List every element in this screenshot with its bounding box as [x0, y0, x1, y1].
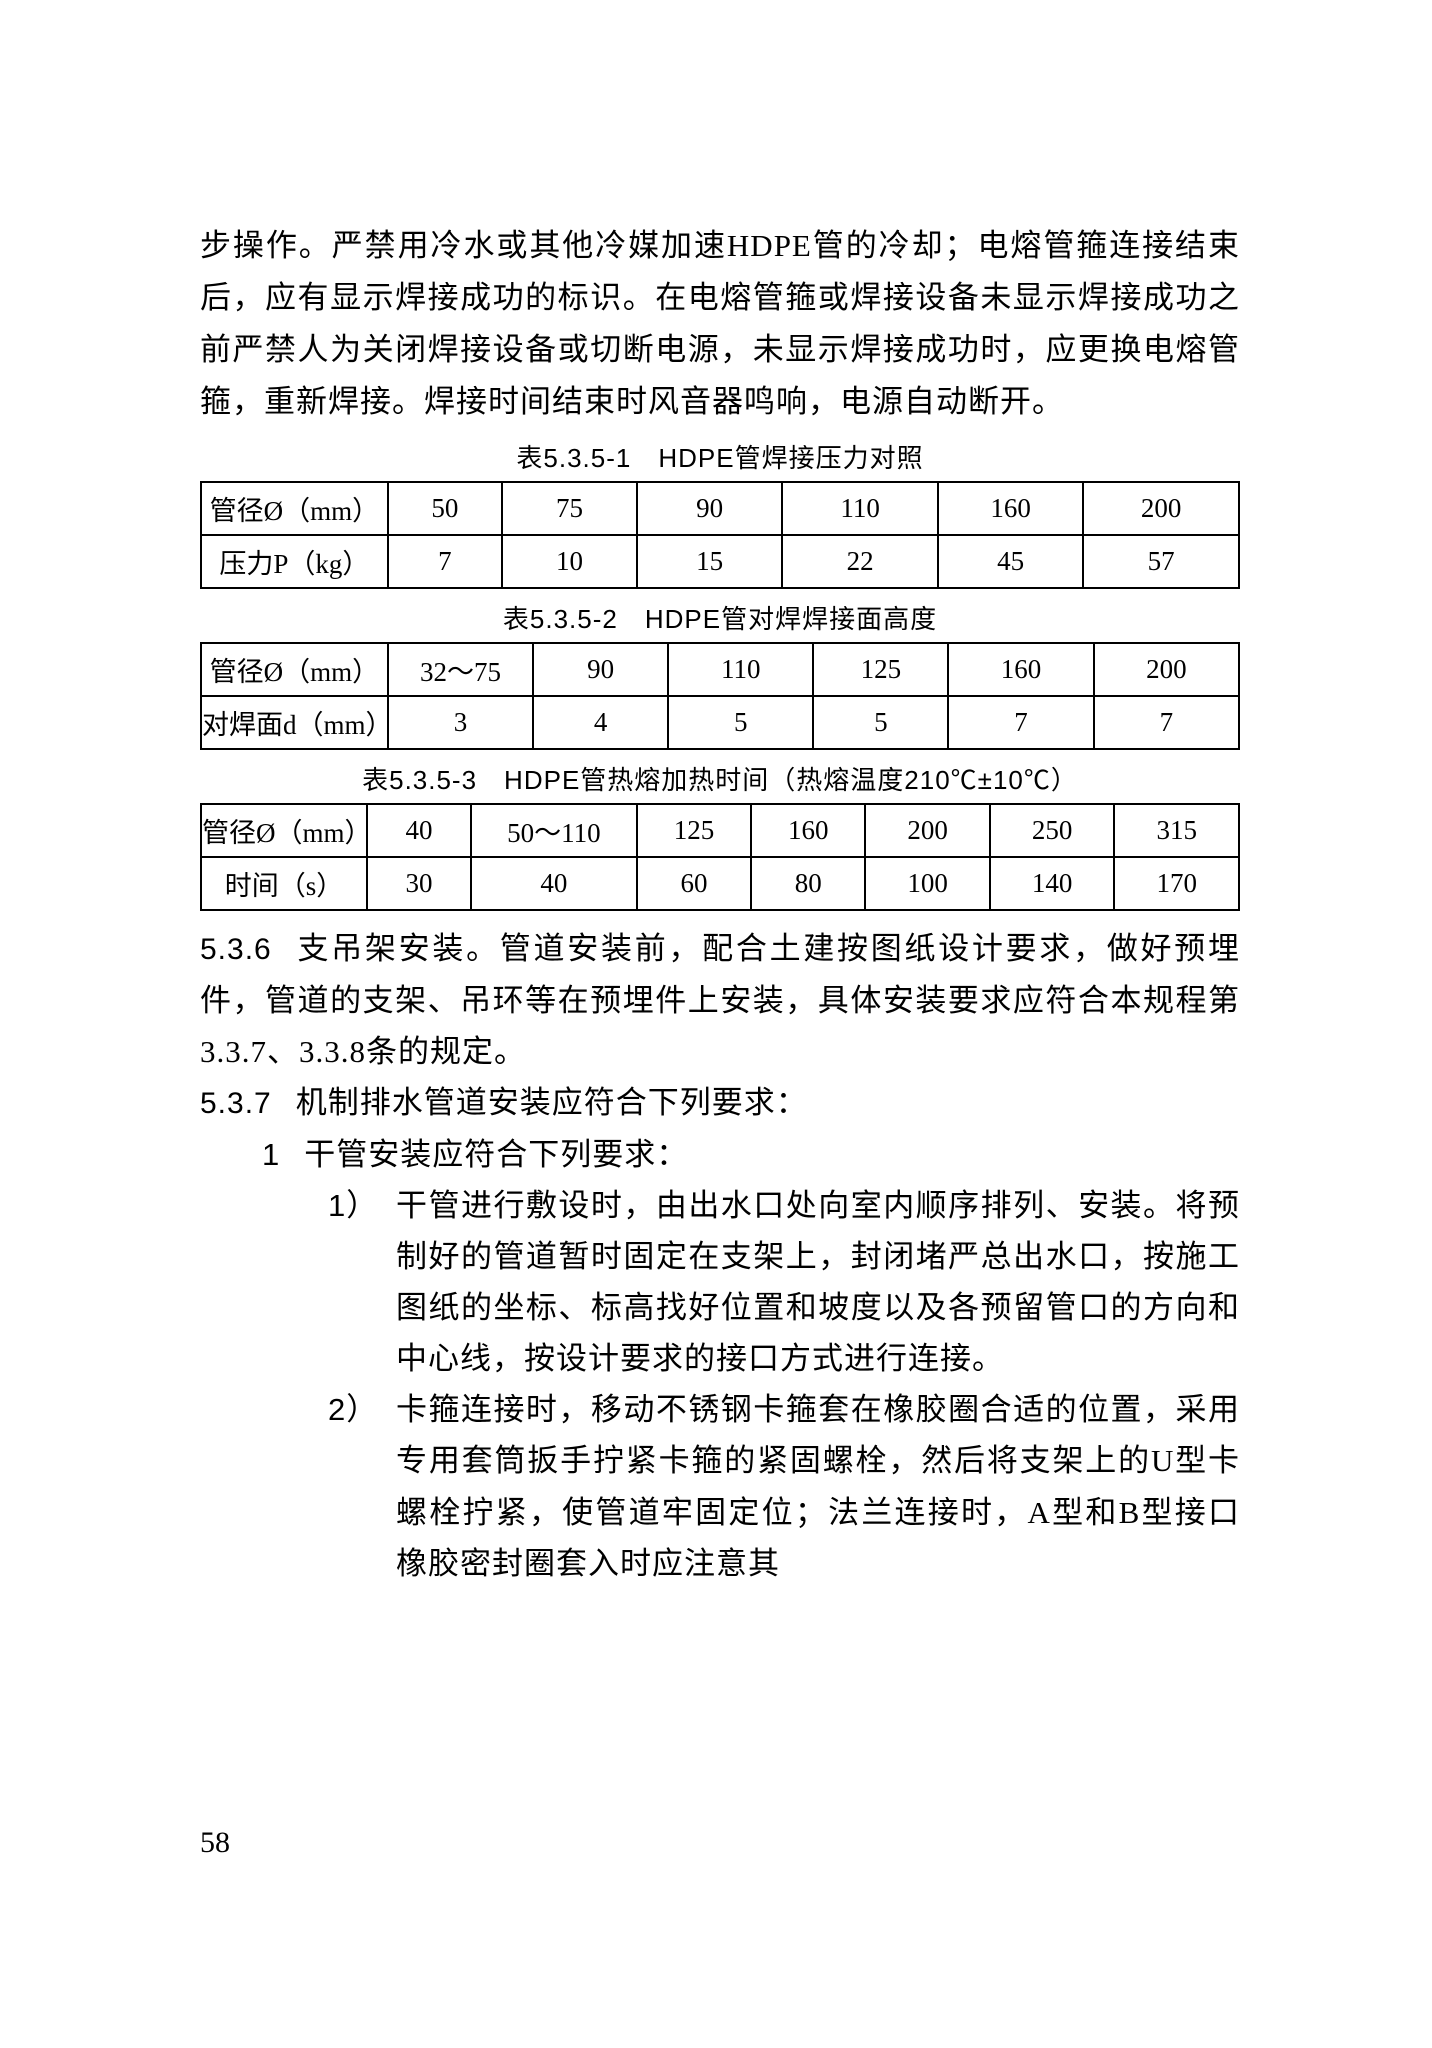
table-cell: 160	[751, 804, 865, 857]
list-item-1: 1 干管安装应符合下列要求：	[262, 1129, 1240, 1180]
sublist-item-1-text: 干管进行敷设时，由出水口处向室内顺序排列、安装。将预制好的管道暂时固定在支架上，…	[396, 1180, 1240, 1385]
sublist-item-1: 1） 干管进行敷设时，由出水口处向室内顺序排列、安装。将预制好的管道暂时固定在支…	[328, 1180, 1240, 1385]
table-1: 管径Ø（mm）507590110160200 压力P（kg）71015224557	[200, 481, 1240, 589]
table-cell: 50～110	[471, 804, 637, 857]
sublist-item-2-num: 2）	[328, 1384, 396, 1589]
section-5-3-6: 5.3.6支吊架安装。管道安装前，配合土建按图纸设计要求，做好预埋件，管道的支架…	[200, 923, 1240, 1077]
table-cell: 90	[533, 643, 668, 696]
table-cell: 250	[990, 804, 1115, 857]
table-cell: 15	[637, 535, 782, 588]
table-cell: 160	[938, 482, 1083, 535]
table-cell: 管径Ø（mm）	[201, 482, 388, 535]
intro-paragraph: 步操作。严禁用冷水或其他冷媒加速HDPE管的冷却；电熔管箍连接结束后，应有显示焊…	[200, 220, 1240, 428]
table-cell: 3	[388, 696, 533, 749]
table-2-caption: 表5.3.5-2 HDPE管对焊焊接面高度	[200, 599, 1240, 636]
table-cell: 40	[367, 804, 471, 857]
table-cell: 90	[637, 482, 782, 535]
table-cell: 22	[782, 535, 938, 588]
table-cell: 7	[1094, 696, 1239, 749]
table-cell: 管径Ø（mm）	[201, 643, 388, 696]
table-cell: 60	[637, 857, 751, 910]
table-cell: 50	[388, 482, 502, 535]
page-number: 58	[200, 1826, 230, 1860]
sublist-wrap: 1） 干管进行敷设时，由出水口处向室内顺序排列、安装。将预制好的管道暂时固定在支…	[328, 1180, 1240, 1589]
table-cell: 200	[1083, 482, 1239, 535]
table-cell: 5	[813, 696, 948, 749]
table-cell: 10	[502, 535, 637, 588]
table-cell: 40	[471, 857, 637, 910]
table-cell: 140	[990, 857, 1115, 910]
section-5-3-7-label: 5.3.7	[200, 1087, 272, 1120]
table-cell: 315	[1114, 804, 1239, 857]
table-2: 管径Ø（mm）32～7590110125160200对焊面d（mm）345577	[200, 642, 1240, 750]
section-5-3-6-label: 5.3.6	[200, 933, 272, 966]
table-cell: 110	[668, 643, 813, 696]
table-3: 管径Ø（mm）4050～110125160200250315时间（s）30406…	[200, 803, 1240, 911]
table-cell: 75	[502, 482, 637, 535]
sublist-item-2: 2） 卡箍连接时，移动不锈钢卡箍套在橡胶圈合适的位置，采用专用套筒扳手拧紧卡箍的…	[328, 1384, 1240, 1589]
table-cell: 125	[637, 804, 751, 857]
table-cell: 5	[668, 696, 813, 749]
table-3-caption: 表5.3.5-3 HDPE管热熔加热时间（热熔温度210℃±10℃）	[200, 760, 1240, 797]
table-cell: 160	[948, 643, 1093, 696]
table-cell: 4	[533, 696, 668, 749]
table-cell: 80	[751, 857, 865, 910]
table-cell: 170	[1114, 857, 1239, 910]
table-1-caption: 表5.3.5-1 HDPE管焊接压力对照	[200, 438, 1240, 475]
list-item-1-text: 干管安装应符合下列要求：	[304, 1137, 688, 1172]
table-cell: 45	[938, 535, 1083, 588]
table-cell: 200	[865, 804, 990, 857]
sublist-item-2-text: 卡箍连接时，移动不锈钢卡箍套在橡胶圈合适的位置，采用专用套筒扳手拧紧卡箍的紧固螺…	[396, 1384, 1240, 1589]
table-cell: 对焊面d（mm）	[201, 696, 388, 749]
table-cell: 30	[367, 857, 471, 910]
table-cell: 时间（s）	[201, 857, 367, 910]
table-cell: 7	[948, 696, 1093, 749]
table-cell: 7	[388, 535, 502, 588]
table-cell: 110	[782, 482, 938, 535]
section-5-3-7: 5.3.7 机制排水管道安装应符合下列要求：	[200, 1077, 1240, 1129]
list-item-1-num: 1	[262, 1137, 280, 1172]
table-cell: 100	[865, 857, 990, 910]
table-cell: 管径Ø（mm）	[201, 804, 367, 857]
section-5-3-7-text: 机制排水管道安装应符合下列要求：	[296, 1085, 808, 1120]
page-content: 步操作。严禁用冷水或其他冷媒加速HDPE管的冷却；电熔管箍连接结束后，应有显示焊…	[200, 220, 1240, 1589]
table-cell: 压力P（kg）	[201, 535, 388, 588]
table-cell: 57	[1083, 535, 1239, 588]
section-5-3-6-text: 支吊架安装。管道安装前，配合土建按图纸设计要求，做好预埋件，管道的支架、吊环等在…	[200, 931, 1240, 1069]
table-cell: 200	[1094, 643, 1239, 696]
sublist-item-1-num: 1）	[328, 1180, 396, 1385]
table-cell: 125	[813, 643, 948, 696]
table-cell: 32～75	[388, 643, 533, 696]
